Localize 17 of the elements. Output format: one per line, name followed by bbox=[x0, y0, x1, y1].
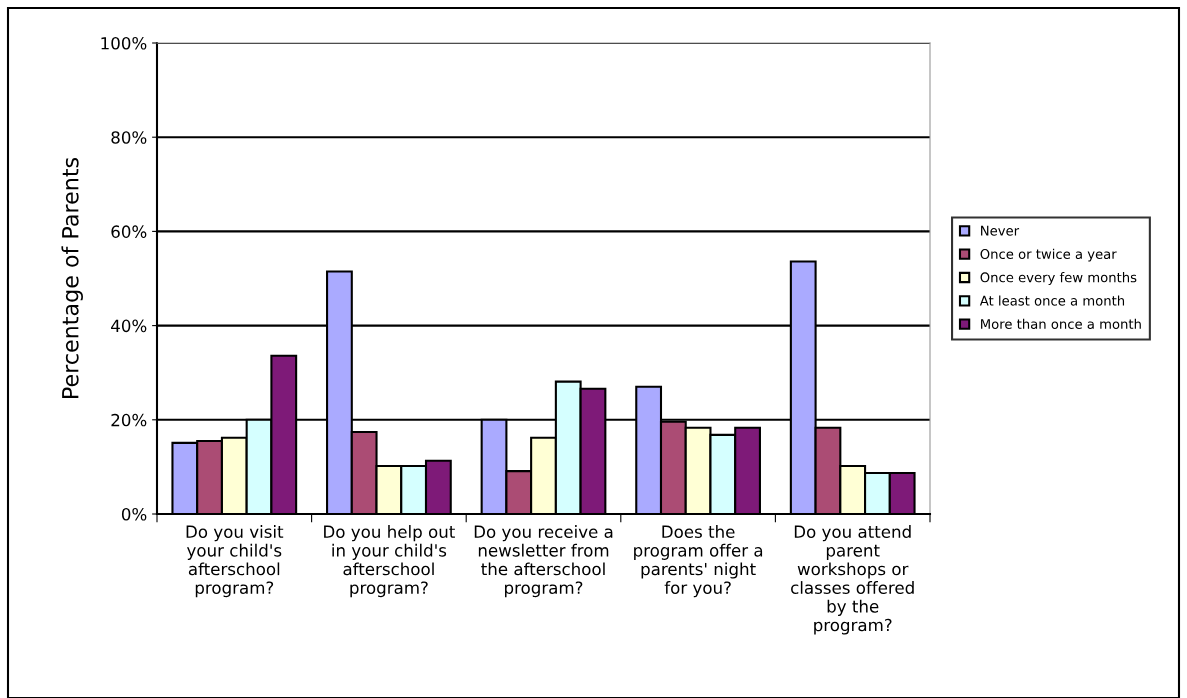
y-tick-label: 100% bbox=[101, 36, 147, 50]
y-tick-label: 40% bbox=[111, 319, 147, 333]
legend-label: At least once a month bbox=[979, 295, 1125, 306]
y-tick-label: 80% bbox=[111, 131, 147, 144]
x-tick-label: Do you receive a newsletter from the afterschool program? bbox=[474, 525, 613, 598]
y-tick-label: 0% bbox=[121, 507, 147, 521]
legend-label: Once every few months bbox=[980, 272, 1137, 285]
x-tick-label: Do you attend parent workshops or classes offered by the program? bbox=[791, 525, 914, 635]
x-tick-label: Do you visit your child's afterschool program? bbox=[186, 525, 284, 598]
legend-label: More than once a month bbox=[981, 318, 1141, 329]
legend-label: Never bbox=[981, 225, 1020, 236]
x-tick-label: Does the program offer a parents' night for you? bbox=[634, 525, 763, 598]
y-tick-label: 20% bbox=[111, 413, 147, 427]
y-axis-title: Percentage of Parents bbox=[61, 157, 83, 398]
y-tick-label: 60% bbox=[111, 225, 147, 238]
x-tick-label: Do you help out in your child's afterschool program? bbox=[324, 525, 455, 598]
legend-label: Once or twice a year bbox=[980, 248, 1117, 262]
